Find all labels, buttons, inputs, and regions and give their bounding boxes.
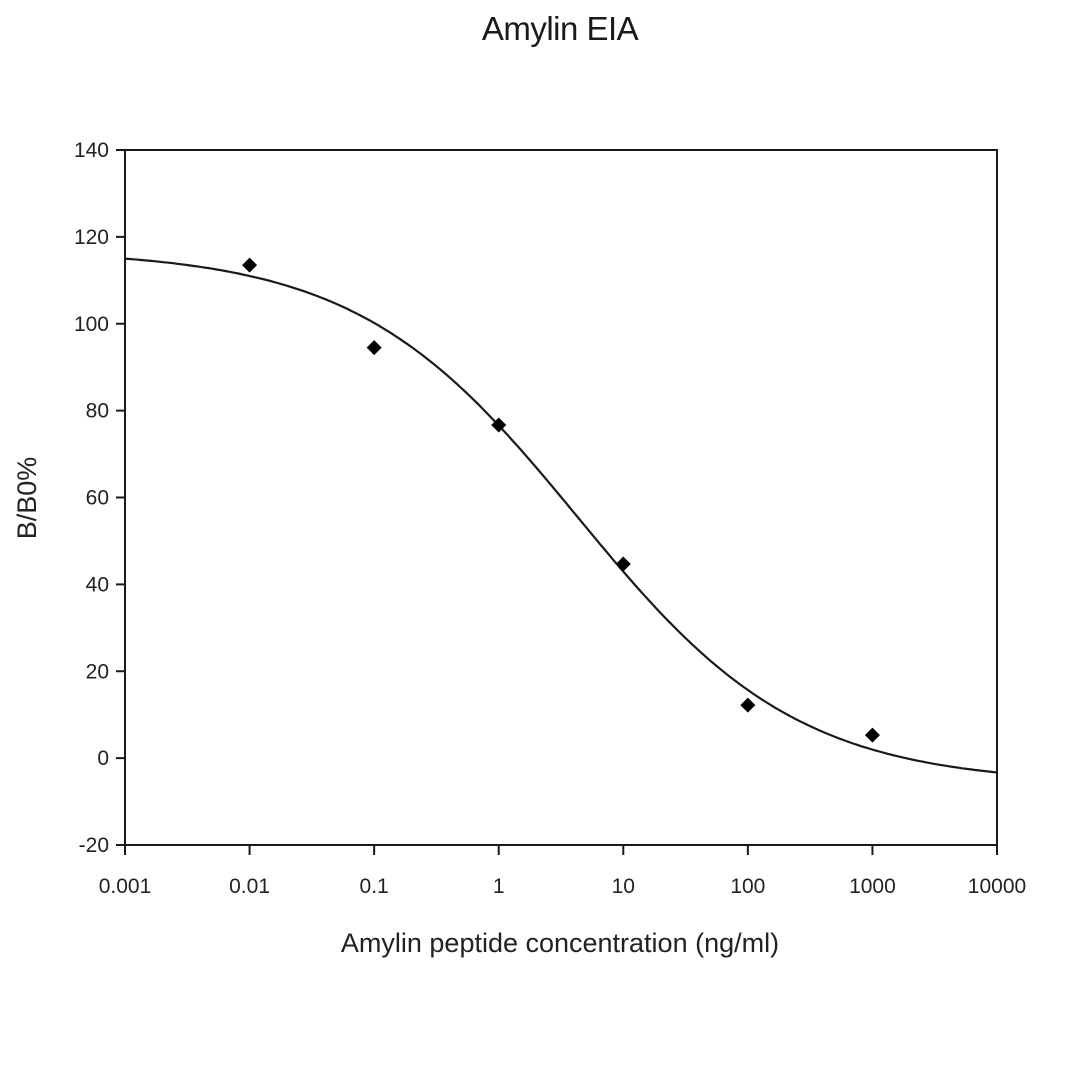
- y-tick-label: 80: [86, 400, 109, 423]
- y-tick-label: 100: [74, 313, 109, 336]
- x-tick-label: 1000: [849, 875, 896, 898]
- x-tick-label: 0.001: [99, 875, 152, 898]
- x-tick-label: 0.01: [229, 875, 270, 898]
- data-point-marker: [366, 340, 382, 356]
- y-axis: -20 0 20 40 60 80 100 120 140: [74, 139, 125, 857]
- data-point-marker: [864, 727, 880, 743]
- data-point-marker: [491, 417, 507, 433]
- x-tick-label: 1: [493, 875, 505, 898]
- fit-curve: [124, 257, 998, 774]
- y-tick-label: -20: [79, 834, 109, 857]
- x-tick-label: 0.1: [360, 875, 389, 898]
- x-axis-label: Amylin peptide concentration (ng/ml): [341, 928, 779, 958]
- y-tick-label: 120: [74, 226, 109, 249]
- y-tick-label: 0: [97, 747, 109, 770]
- x-tick-label: 10: [612, 875, 635, 898]
- y-axis-label: B/B0%: [12, 457, 42, 540]
- y-tick-label: 20: [86, 660, 109, 683]
- x-axis: 0.001 0.01 0.1 1 10 100 1000 10000: [99, 845, 1026, 898]
- data-point-marker: [242, 257, 258, 273]
- data-point-marker: [615, 556, 631, 572]
- y-tick-label: 140: [74, 139, 109, 162]
- x-tick-label: 100: [730, 875, 765, 898]
- y-tick-label: 60: [86, 487, 109, 510]
- chart-title: Amylin EIA: [481, 10, 639, 47]
- data-points: [242, 257, 880, 743]
- y-tick-label: 40: [86, 573, 109, 596]
- x-tick-label: 10000: [968, 875, 1026, 898]
- data-point-marker: [740, 697, 756, 713]
